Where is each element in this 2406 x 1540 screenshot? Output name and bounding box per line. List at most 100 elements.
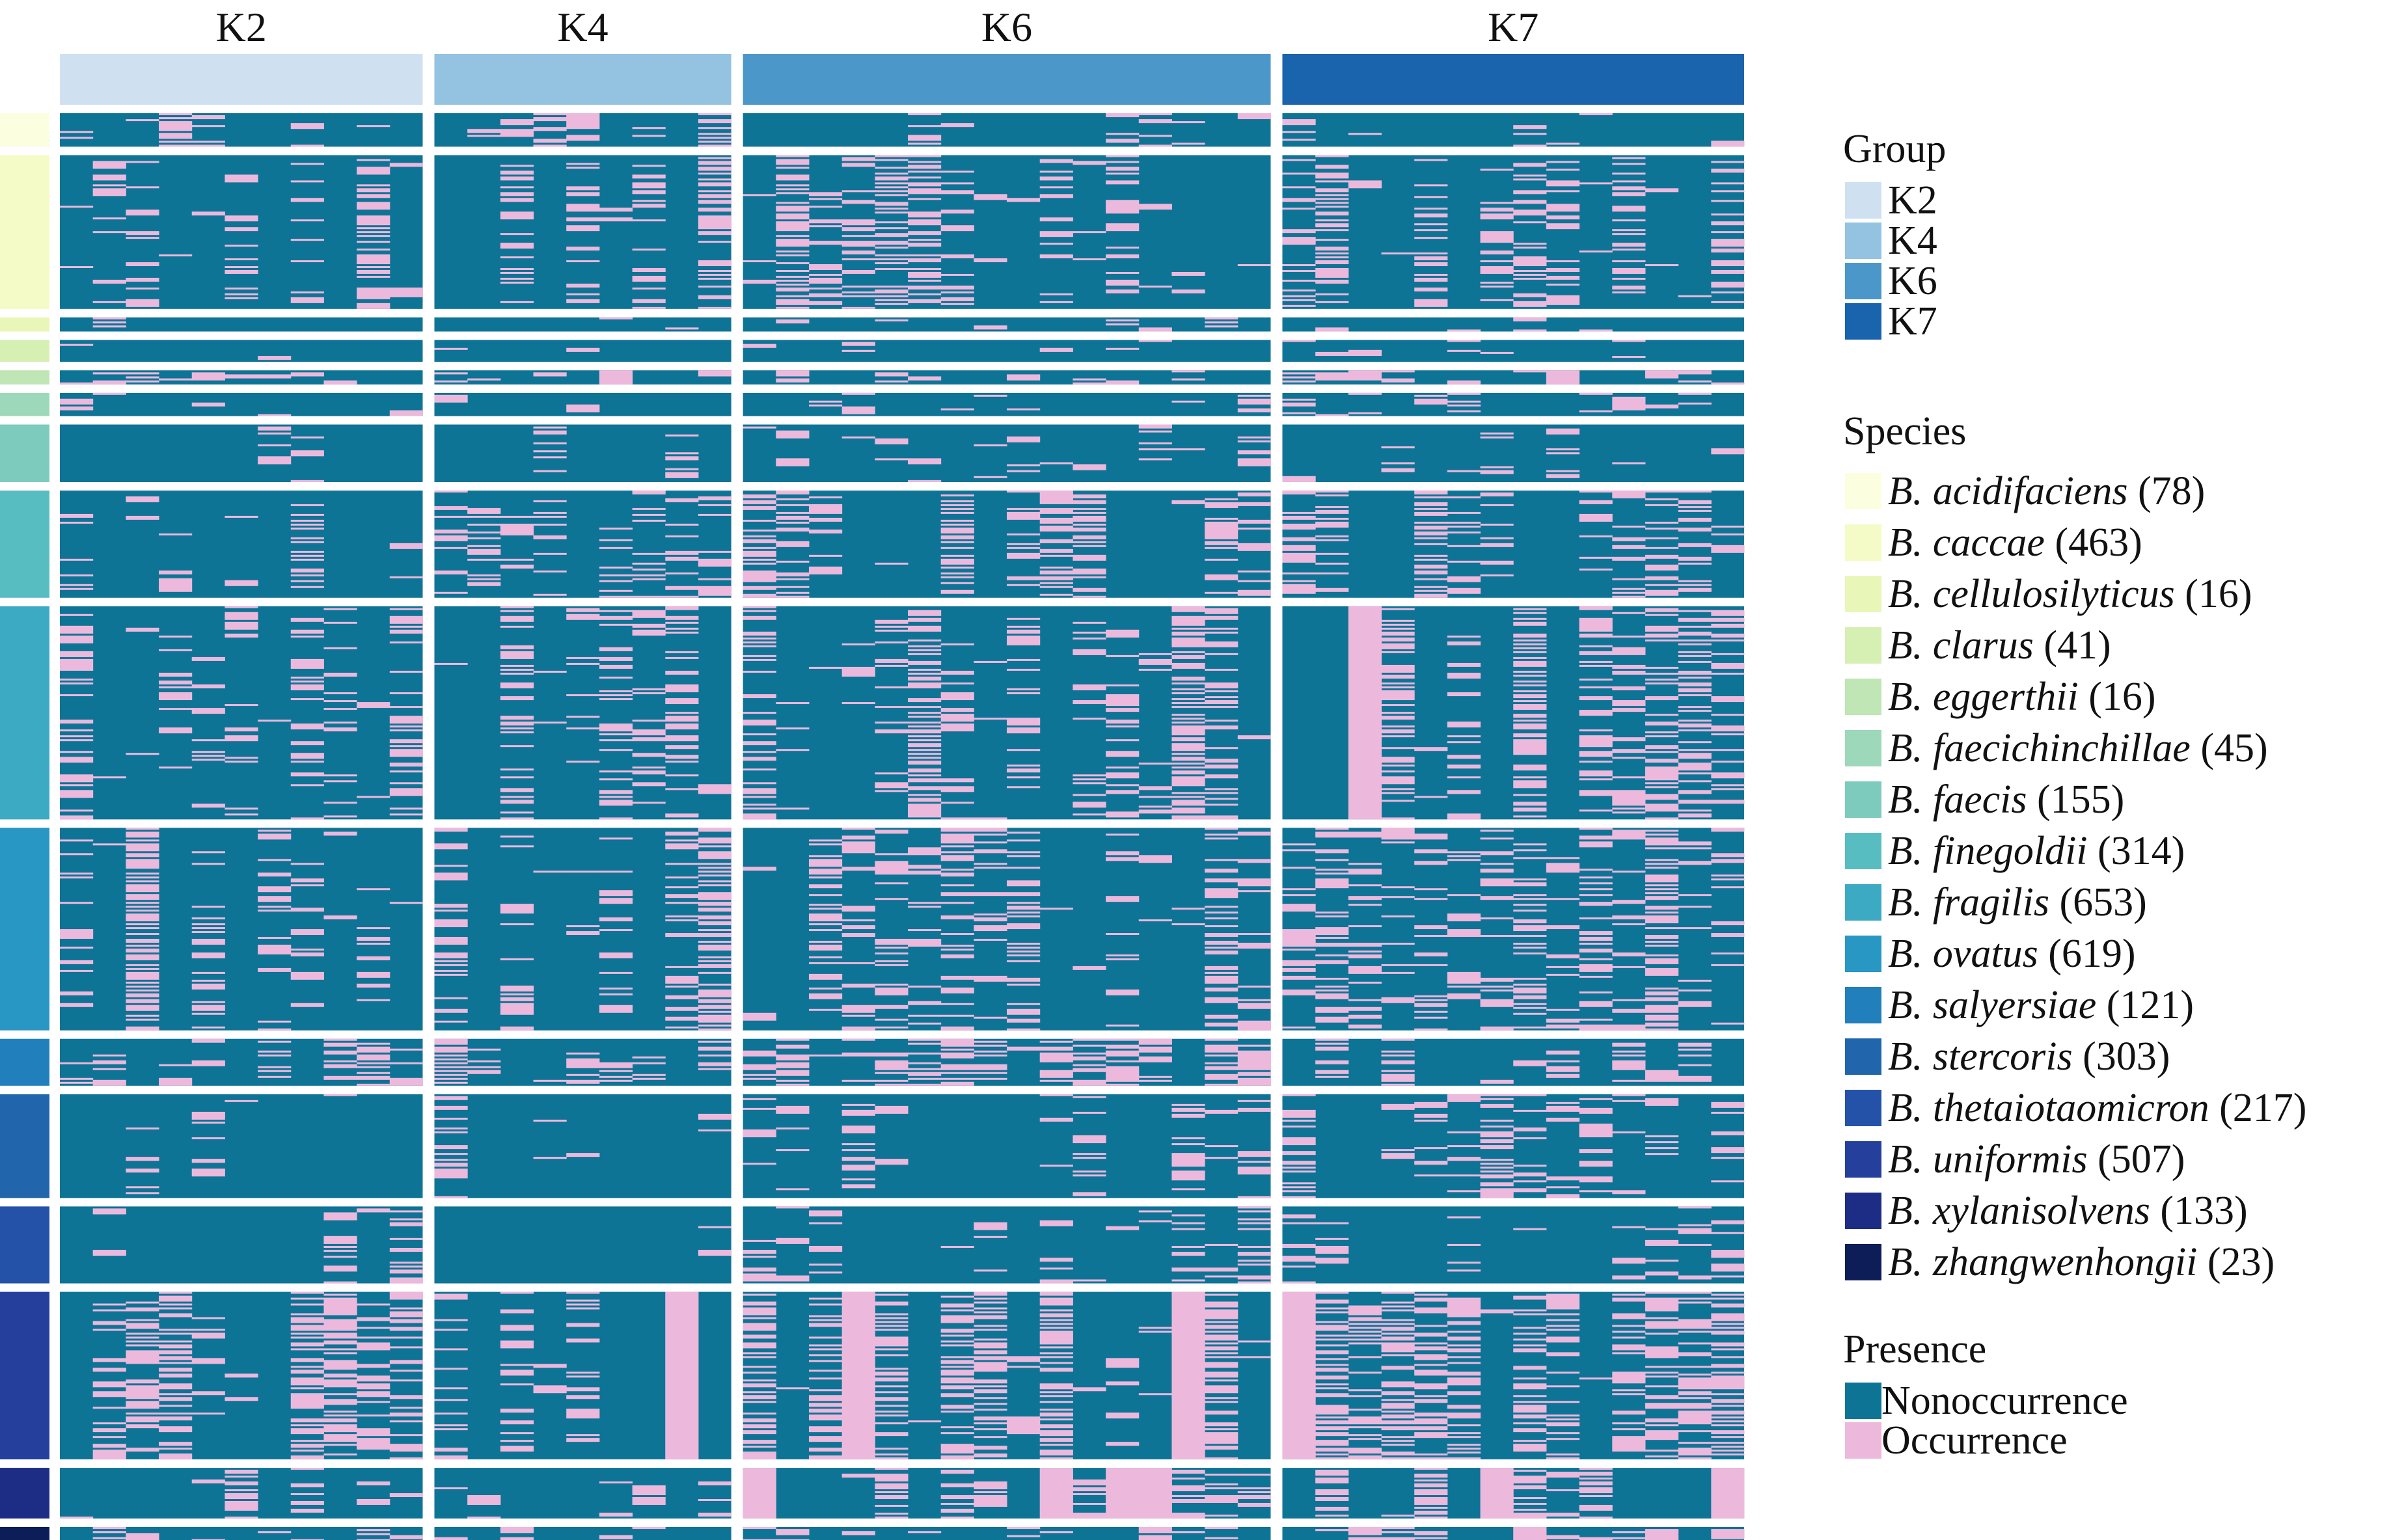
species-swatch — [1845, 987, 1881, 1023]
occurrence-cell — [60, 682, 94, 685]
occurrence-cell — [776, 515, 810, 520]
occurrence-cell — [1612, 556, 1646, 561]
occurrence-cell — [1711, 291, 1745, 293]
occurrence-cell — [1579, 686, 1613, 689]
occurrence-cell — [1205, 1422, 1238, 1427]
occurrence-cell — [1645, 1005, 1679, 1013]
occurrence-cell — [698, 137, 732, 139]
occurrence-cell — [908, 1062, 942, 1064]
occurrence-cell — [1579, 329, 1613, 332]
occurrence-cell — [1414, 398, 1448, 405]
occurrence-cell — [92, 1428, 126, 1433]
occurrence-cell — [743, 1064, 776, 1070]
occurrence-cell — [566, 1438, 600, 1442]
occurrence-cell — [1282, 269, 1316, 272]
occurrence-cell — [290, 971, 324, 980]
heatmap-block-b-cellulosilyticus-k6 — [743, 317, 1271, 332]
occurrence-cell — [1282, 237, 1316, 245]
occurrence-cell — [665, 788, 699, 790]
heatmap-block-b-xylanisolvens-k4 — [434, 1468, 732, 1519]
occurrence-cell — [1282, 1167, 1316, 1169]
occurrence-cell — [1612, 1531, 1646, 1533]
occurrence-cell — [1315, 1338, 1349, 1341]
occurrence-cell — [698, 1499, 732, 1501]
occurrence-cell — [434, 843, 468, 850]
block-background — [434, 1526, 731, 1540]
heatmap-block-b-caccae-k4 — [434, 155, 732, 309]
occurrence-cell — [940, 1077, 974, 1080]
occurrence-cell — [632, 204, 666, 208]
occurrence-cell — [1282, 537, 1316, 541]
occurrence-cell — [1205, 690, 1238, 693]
occurrence-cell — [1546, 1117, 1580, 1122]
occurrence-cell — [60, 969, 94, 972]
occurrence-cell — [1171, 718, 1205, 720]
occurrence-cell — [940, 1370, 974, 1376]
occurrence-cell — [1612, 612, 1646, 614]
occurrence-cell — [500, 835, 534, 838]
occurrence-cell — [698, 277, 732, 280]
occurrence-cell — [1007, 983, 1041, 986]
occurrence-cell — [1237, 264, 1271, 267]
occurrence-cell — [389, 1262, 423, 1264]
occurrence-cell — [1205, 1397, 1238, 1399]
occurrence-cell — [940, 714, 974, 722]
species-legend-label: B. fragilis (653) — [1888, 882, 2147, 923]
occurrence-cell — [940, 547, 974, 549]
occurrence-cell — [225, 1476, 258, 1478]
occurrence-cell — [841, 906, 875, 912]
occurrence-cell — [1073, 576, 1106, 578]
occurrence-cell — [357, 303, 390, 309]
occurrence-cell — [1678, 1366, 1712, 1368]
occurrence-cell — [357, 1533, 390, 1535]
occurrence-cell — [389, 608, 423, 610]
occurrence-cell — [290, 372, 324, 377]
occurrence-cell — [665, 843, 699, 850]
occurrence-cell — [1711, 761, 1745, 763]
heatmap-block-b-finegoldii-k6 — [743, 490, 1271, 598]
occurrence-cell — [940, 1508, 974, 1513]
occurrence-cell — [1447, 929, 1481, 938]
occurrence-cell — [698, 929, 732, 932]
occurrence-cell — [1579, 991, 1613, 993]
occurrence-cell — [743, 519, 776, 522]
occurrence-cell — [665, 745, 699, 750]
occurrence-cell — [599, 623, 633, 626]
occurrence-cell — [500, 958, 534, 960]
species-name: B. finegoldii — [1888, 829, 2088, 873]
occurrence-cell — [1205, 966, 1238, 970]
species-count: (303) — [2072, 1034, 2170, 1079]
occurrence-cell — [258, 910, 292, 912]
occurrence-cell — [1480, 266, 1514, 274]
occurrence-cell — [1678, 1373, 1712, 1376]
occurrence-cell — [1579, 664, 1613, 667]
occurrence-cell — [632, 595, 666, 598]
occurrence-cell — [357, 702, 390, 709]
occurrence-cell — [1612, 285, 1646, 290]
occurrence-cell — [1480, 985, 1514, 988]
occurrence-cell — [1513, 776, 1547, 779]
heatmap-block-b-clarus-k6 — [743, 340, 1271, 362]
heatmap-block-b-cellulosilyticus-k4 — [434, 317, 731, 332]
heatmap-block-b-faecis-k2 — [60, 424, 423, 482]
occurrence-cell — [1315, 977, 1349, 980]
occurrence-cell — [1513, 329, 1547, 332]
occurrence-cell — [1073, 554, 1106, 561]
occurrence-cell — [940, 303, 974, 305]
occurrence-cell — [698, 921, 732, 926]
heatmap-block-b-uniformis-k4 — [434, 1291, 731, 1460]
occurrence-cell — [908, 753, 942, 755]
occurrence-cell — [1381, 631, 1415, 636]
occurrence-cell — [1381, 627, 1415, 630]
species-count: (16) — [2078, 675, 2156, 719]
occurrence-cell — [1447, 1216, 1481, 1219]
occurrence-cell — [1711, 448, 1745, 455]
occurrence-cell — [908, 211, 942, 218]
occurrence-cell — [1106, 766, 1140, 769]
occurrence-cell — [1678, 1075, 1712, 1082]
species-swatch — [1845, 1193, 1881, 1229]
occurrence-cell — [1205, 1432, 1238, 1444]
occurrence-cell — [389, 1360, 423, 1364]
occurrence-cell — [1282, 376, 1316, 379]
occurrence-cell — [841, 1125, 875, 1134]
